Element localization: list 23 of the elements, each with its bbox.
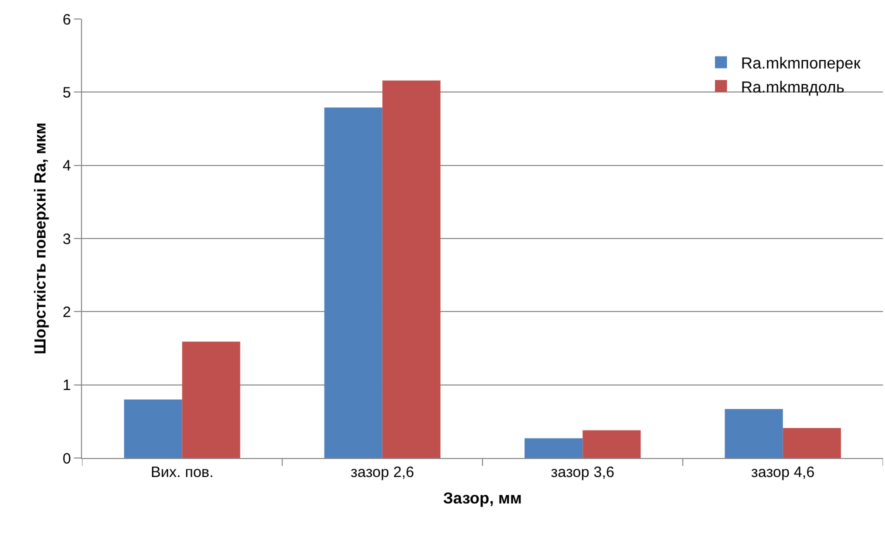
bar	[724, 408, 783, 458]
bar	[582, 430, 641, 458]
bar	[782, 428, 841, 458]
y-tick-label: 0	[62, 450, 71, 468]
x-axis-title: Зазор, мм	[443, 490, 522, 508]
x-tick-label: зазор 4,6	[751, 464, 815, 481]
x-tick-label: Вих. пов.	[150, 464, 214, 481]
y-tick-label: 1	[62, 377, 71, 394]
bar	[182, 342, 240, 458]
legend-label: Ra.mkmпоперек	[740, 55, 862, 72]
y-tick-label: 3	[62, 230, 71, 248]
x-tick-label: зазор 3,6	[550, 464, 614, 481]
y-tick-label: 6	[62, 11, 71, 28]
x-tick-label: зазор 2,6	[350, 464, 414, 481]
bar	[382, 80, 440, 458]
y-tick-label: 4	[62, 158, 71, 175]
y-tick-label: 5	[62, 84, 71, 102]
y-tick-label: 2	[62, 304, 71, 321]
y-axis-title: Шорсткість поверхні Ra, мкм	[32, 122, 50, 354]
bar	[324, 108, 382, 458]
legend-label: Ra.mkmвдоль	[740, 79, 844, 96]
bar	[524, 438, 583, 458]
bar	[124, 399, 182, 458]
